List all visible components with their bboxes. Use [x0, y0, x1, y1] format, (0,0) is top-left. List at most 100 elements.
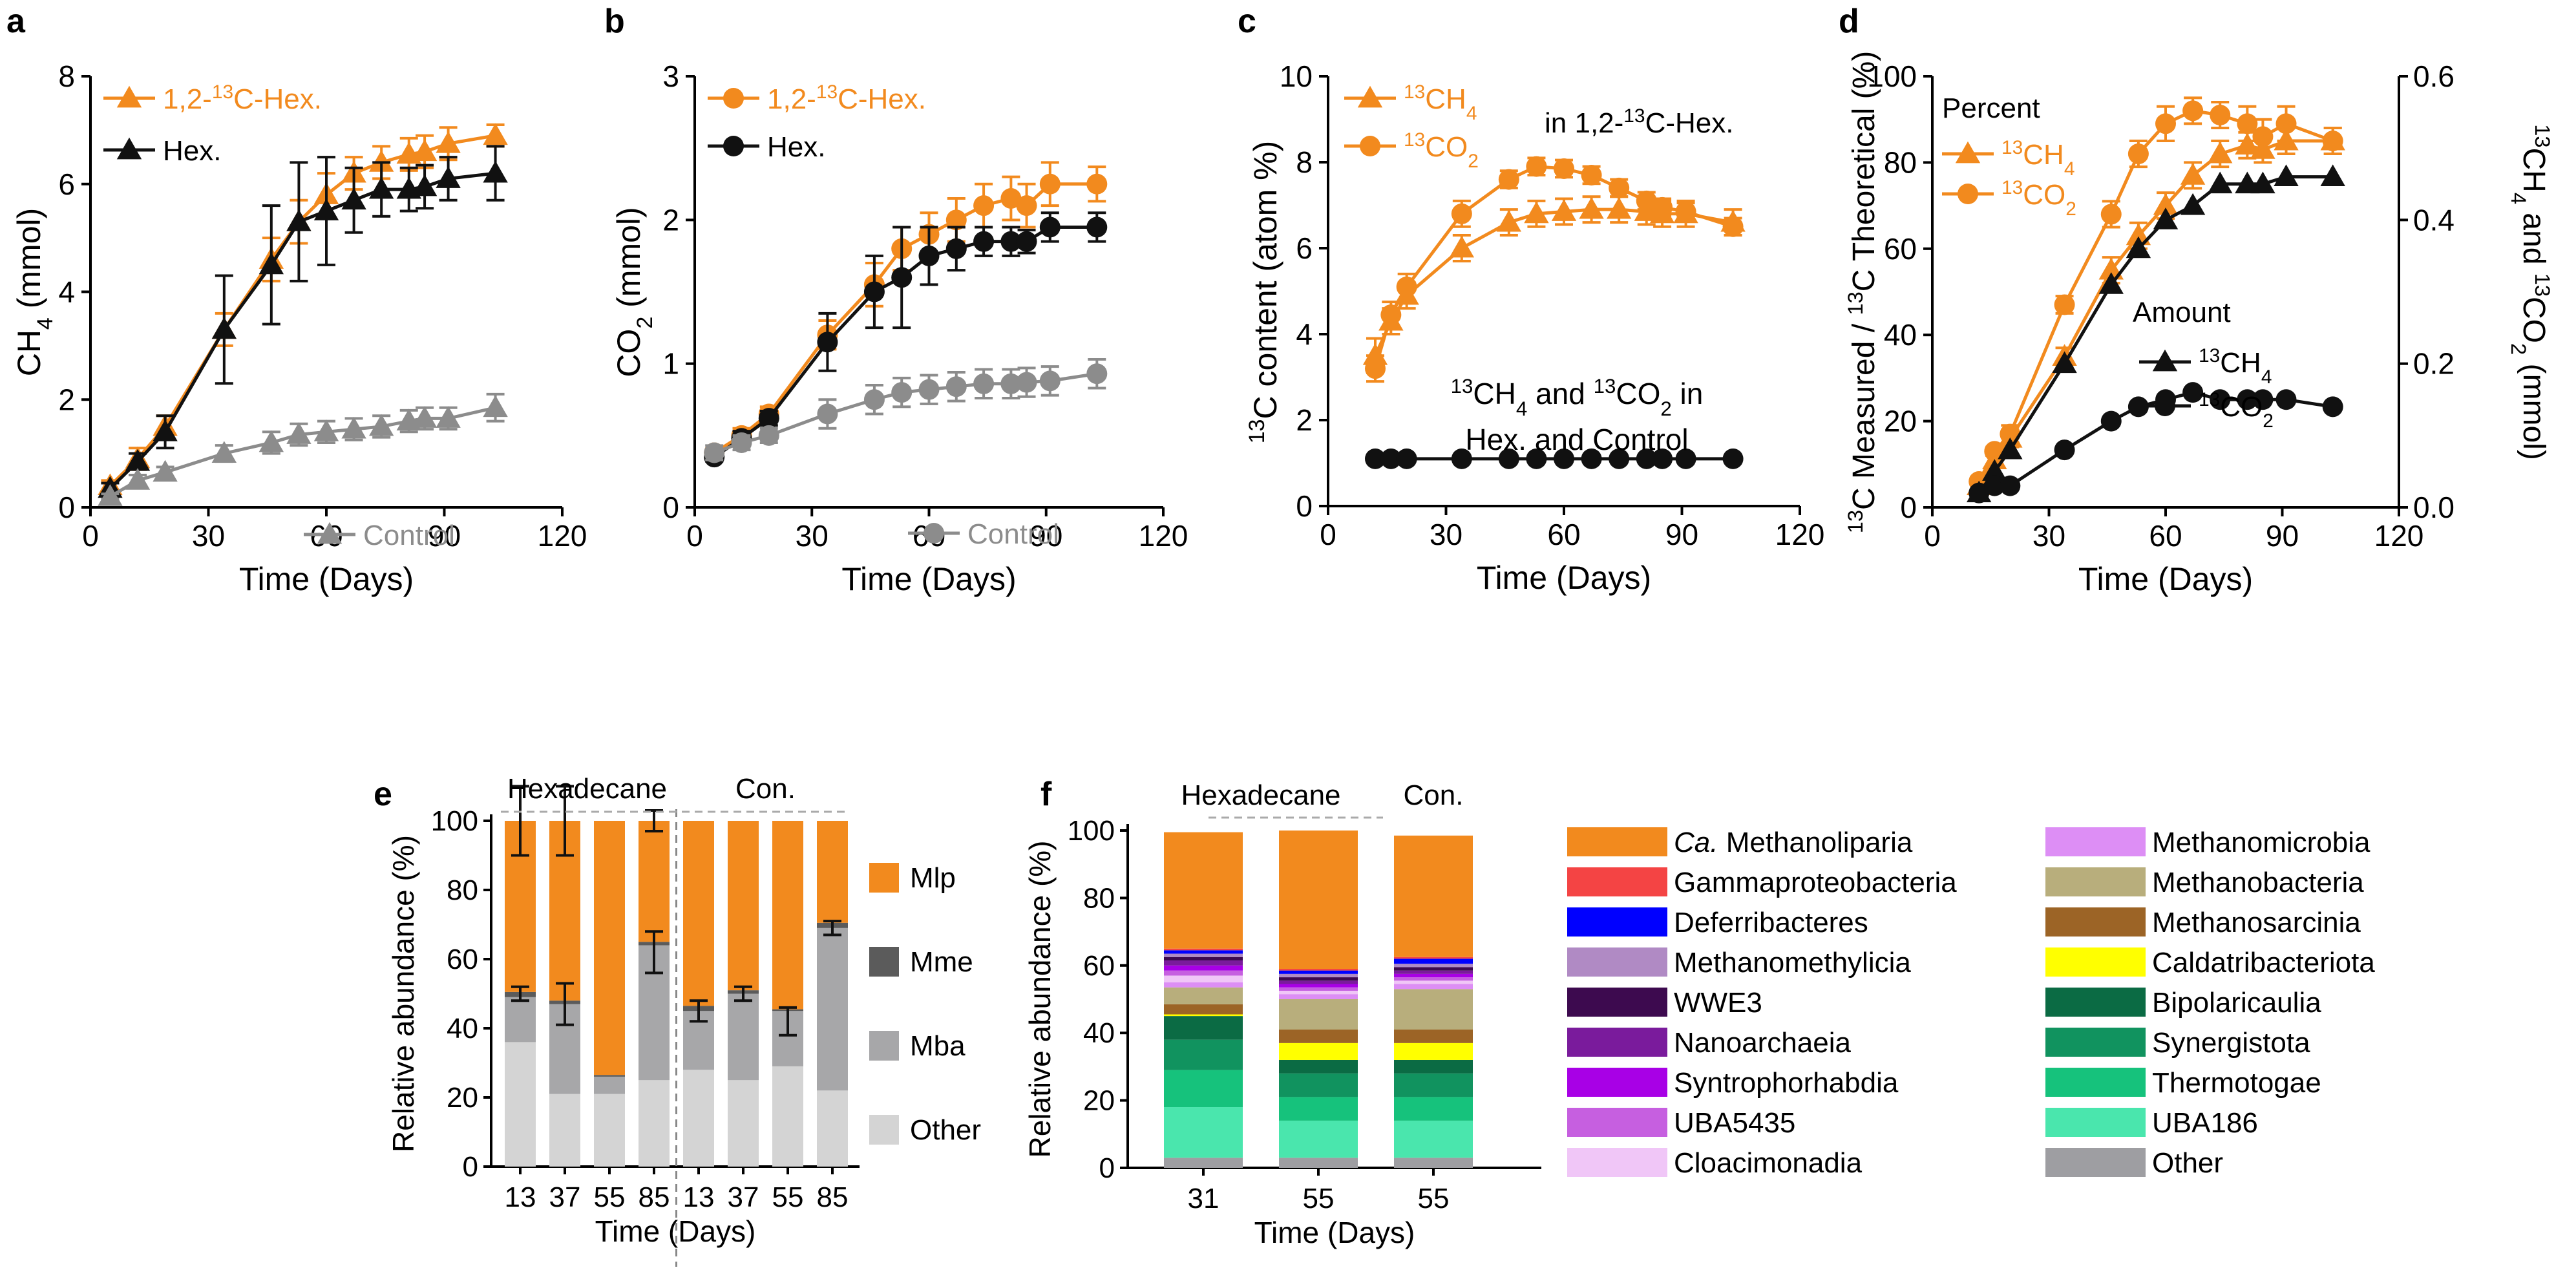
y-tick-label: 60	[1083, 950, 1115, 982]
y-tick-label: 40	[1884, 318, 1917, 352]
bar-segment	[639, 1080, 670, 1167]
annotation-line1-part: 13	[1594, 375, 1616, 397]
y-tick-label: 10	[1280, 59, 1313, 93]
data-point	[2252, 126, 2274, 147]
legend-label: Ca. Methanoliparia	[1674, 827, 1913, 858]
annotation-line1-part: CH	[1473, 377, 1515, 410]
bar-segment	[1164, 982, 1243, 988]
bar-segment	[1164, 950, 1243, 954]
legend-label-part: 4	[1466, 103, 1477, 124]
x-tick-label: 37	[549, 1181, 581, 1213]
data-point	[1000, 231, 1022, 252]
data-point	[1675, 448, 1696, 469]
data-point	[2155, 113, 2176, 134]
panel-label: a	[6, 3, 26, 40]
legend-swatch	[1567, 1148, 1667, 1177]
bar-segment	[1279, 999, 1358, 1030]
data-point	[973, 195, 995, 217]
legend-swatch	[2045, 867, 2146, 896]
data-point	[1039, 173, 1061, 195]
legend-marker	[1357, 85, 1383, 108]
y-axis-label-left-part: 13	[1843, 510, 1867, 533]
data-point	[1551, 199, 1577, 221]
y-axis-label-part: 4	[33, 317, 58, 330]
legend-label-part: 1,2-	[767, 83, 816, 115]
bar-segment	[594, 1076, 625, 1094]
data-point	[1396, 448, 1417, 469]
data-point	[436, 406, 461, 428]
data-point	[2054, 294, 2075, 315]
data-point	[973, 231, 995, 252]
legend-label: Nanoarchaeia	[1674, 1027, 1851, 1059]
data-point	[1396, 276, 1417, 297]
series-1	[1365, 156, 1744, 383]
data-point	[483, 123, 508, 145]
data-point	[704, 442, 725, 463]
x-tick-label: 0	[686, 519, 703, 553]
bar-segment	[1394, 957, 1473, 959]
data-point	[2052, 351, 2077, 374]
data-point	[286, 209, 311, 231]
data-point	[286, 422, 311, 444]
legend-swatch	[1567, 988, 1667, 1017]
annotation-line1-part: 13	[1451, 375, 1473, 397]
y-tick-label: 2	[58, 383, 75, 416]
panel-d: d 0 30 60 90 120 0 20 40 60 80 100 0.0 0.2 0.4 0.6 Time …	[1839, 3, 2555, 597]
bar-segment	[1164, 970, 1243, 976]
data-point	[1969, 482, 1990, 503]
bar-segment	[1394, 835, 1473, 957]
series-2	[704, 357, 1108, 463]
legend-swatch	[869, 863, 899, 893]
data-point	[1636, 448, 1657, 469]
y-tick-label: 6	[1296, 231, 1313, 265]
legend-label: Other	[2152, 1147, 2223, 1179]
legend-swatch	[2045, 1068, 2146, 1097]
data-point	[2182, 100, 2204, 122]
legend-label-part: Ca.	[1674, 827, 1718, 858]
bar-segment	[1279, 1120, 1358, 1158]
y-tick-label: 60	[447, 944, 478, 975]
data-point	[758, 408, 779, 429]
legend-swatch	[1567, 1068, 1667, 1097]
y-tick-label: 8	[1296, 145, 1313, 179]
legend-title-percent: Percent	[1942, 92, 2040, 124]
legend-label: Mba	[910, 1030, 966, 1062]
data-point	[1982, 459, 2007, 481]
data-point	[1380, 304, 1402, 326]
annotation-line1-part: 4	[1516, 397, 1527, 420]
bar-segment	[1279, 969, 1358, 971]
y-axis-label-part: CO	[611, 329, 647, 377]
x-tick-label: 55	[1418, 1183, 1450, 1214]
series-0	[1362, 195, 1746, 374]
x-tick-label: 13	[505, 1181, 536, 1213]
x-tick-label: 0	[82, 519, 99, 553]
legend-label: 13CO2	[2199, 389, 2274, 432]
annotation-line1-part: in	[1672, 377, 1704, 410]
data-point	[1496, 209, 1522, 232]
data-point	[731, 432, 752, 453]
y-tick-label: 80	[447, 874, 478, 906]
data-point	[98, 484, 123, 506]
data-point	[2320, 164, 2345, 187]
bar-segment	[1164, 965, 1243, 971]
y-right-tick-label: 0.0	[2413, 491, 2455, 524]
legend-label-part: 1,2-	[163, 83, 212, 115]
legend-label-part: 13	[2199, 389, 2220, 410]
data-point	[1362, 343, 1388, 365]
bar-segment	[772, 821, 803, 1010]
y-tick-label: 0	[463, 1151, 478, 1183]
bar-segment	[1394, 980, 1473, 984]
y-axis-label-left-part: C Measured /	[1847, 315, 1881, 510]
legend-label: 1,2-13C-Hex.	[163, 81, 322, 116]
y-right-tick-label: 0.4	[2413, 203, 2455, 237]
x-axis-label: Time (Days)	[2078, 561, 2253, 597]
x-axis-label: Time (Days)	[841, 561, 1016, 597]
x-tick-label: 55	[1303, 1183, 1335, 1214]
y-tick-label: 2	[1296, 403, 1313, 437]
bar-segment	[683, 1070, 714, 1167]
data-point	[2250, 171, 2275, 194]
data-point	[2100, 410, 2122, 432]
legend-swatch	[2045, 827, 2146, 856]
